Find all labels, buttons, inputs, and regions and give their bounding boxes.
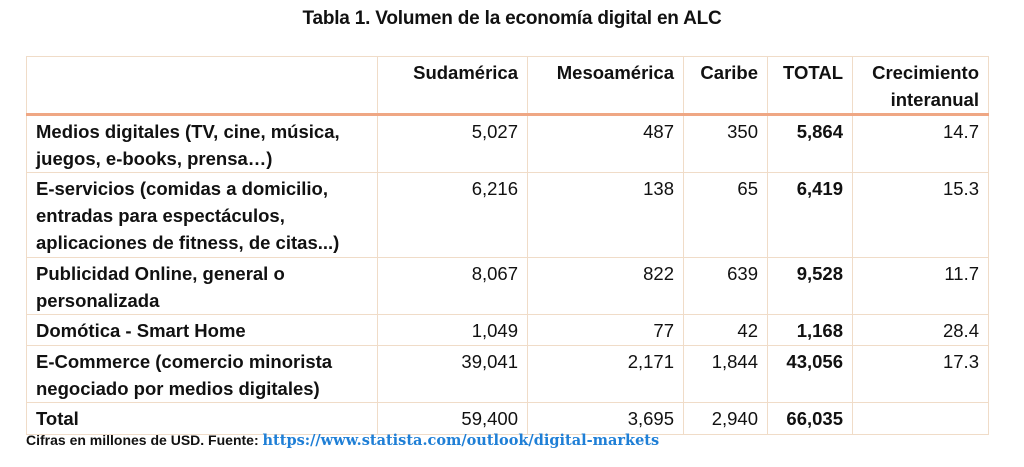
header-total: TOTAL <box>767 56 853 116</box>
table-row: E-Commerce (comercio minorista negociado… <box>26 345 989 403</box>
row-label: Medios digitales (TV, cine, música, jueg… <box>26 114 378 173</box>
footnote-text: Cifras en millones de USD. Fuente: <box>26 432 263 448</box>
cell-crecimiento: 14.7 <box>852 114 989 173</box>
header-caribe: Caribe <box>683 56 768 116</box>
cell-crecimiento: 15.3 <box>852 172 989 258</box>
cell-mesoamerica: 138 <box>527 172 684 258</box>
cell-total: 43,056 <box>767 345 853 403</box>
cell-mesoamerica: 487 <box>527 114 684 173</box>
cell-sudamerica: 1,049 <box>377 314 528 346</box>
row-label: E-servicios (comidas a domicilio, entrad… <box>26 172 378 258</box>
cell-caribe: 1,844 <box>683 345 768 403</box>
cell-mesoamerica: 822 <box>527 257 684 315</box>
cell-caribe: 639 <box>683 257 768 315</box>
table-row: Domótica - Smart Home 1,049 77 42 1,168 … <box>26 314 989 346</box>
cell-crecimiento: 28.4 <box>852 314 989 346</box>
table-total-row: Total 59,400 3,695 2,940 66,035 <box>26 402 989 435</box>
cell-mesoamerica: 2,171 <box>527 345 684 403</box>
cell-crecimiento: 17.3 <box>852 345 989 403</box>
digital-economy-table: Sudamérica Mesoamérica Caribe TOTAL Crec… <box>26 56 989 435</box>
table-title: Tabla 1. Volumen de la economía digital … <box>302 8 722 29</box>
row-label: Total <box>26 402 378 435</box>
cell-caribe: 42 <box>683 314 768 346</box>
source-link[interactable]: https://www.statista.com/outlook/digital… <box>262 432 660 449</box>
cell-sudamerica: 5,027 <box>377 114 528 173</box>
table-header-row: Sudamérica Mesoamérica Caribe TOTAL Crec… <box>26 56 989 116</box>
footnote: Cifras en millones de USD. Fuente: https… <box>26 432 659 449</box>
cell-sudamerica: 8,067 <box>377 257 528 315</box>
cell-mesoamerica: 3,695 <box>527 402 684 435</box>
cell-total: 66,035 <box>767 402 853 435</box>
table-row: Publicidad Online, general o personaliza… <box>26 257 989 315</box>
cell-total: 1,168 <box>767 314 853 346</box>
header-sudamerica: Sudamérica <box>377 56 528 116</box>
row-label: E-Commerce (comercio minorista negociado… <box>26 345 378 403</box>
row-label: Domótica - Smart Home <box>26 314 378 346</box>
row-label: Publicidad Online, general o personaliza… <box>26 257 378 315</box>
header-mesoamerica: Mesoamérica <box>527 56 684 116</box>
cell-caribe: 350 <box>683 114 768 173</box>
table-row: E-servicios (comidas a domicilio, entrad… <box>26 172 989 258</box>
cell-sudamerica: 39,041 <box>377 345 528 403</box>
cell-sudamerica: 6,216 <box>377 172 528 258</box>
cell-total: 9,528 <box>767 257 853 315</box>
cell-sudamerica: 59,400 <box>377 402 528 435</box>
cell-caribe: 2,940 <box>683 402 768 435</box>
cell-crecimiento <box>852 402 989 435</box>
table-row: Medios digitales (TV, cine, música, jueg… <box>26 114 989 173</box>
cell-total: 6,419 <box>767 172 853 258</box>
cell-caribe: 65 <box>683 172 768 258</box>
header-empty <box>26 56 378 116</box>
cell-crecimiento: 11.7 <box>852 257 989 315</box>
header-crecimiento: Crecimiento interanual <box>852 56 989 116</box>
cell-total: 5,864 <box>767 114 853 173</box>
cell-mesoamerica: 77 <box>527 314 684 346</box>
